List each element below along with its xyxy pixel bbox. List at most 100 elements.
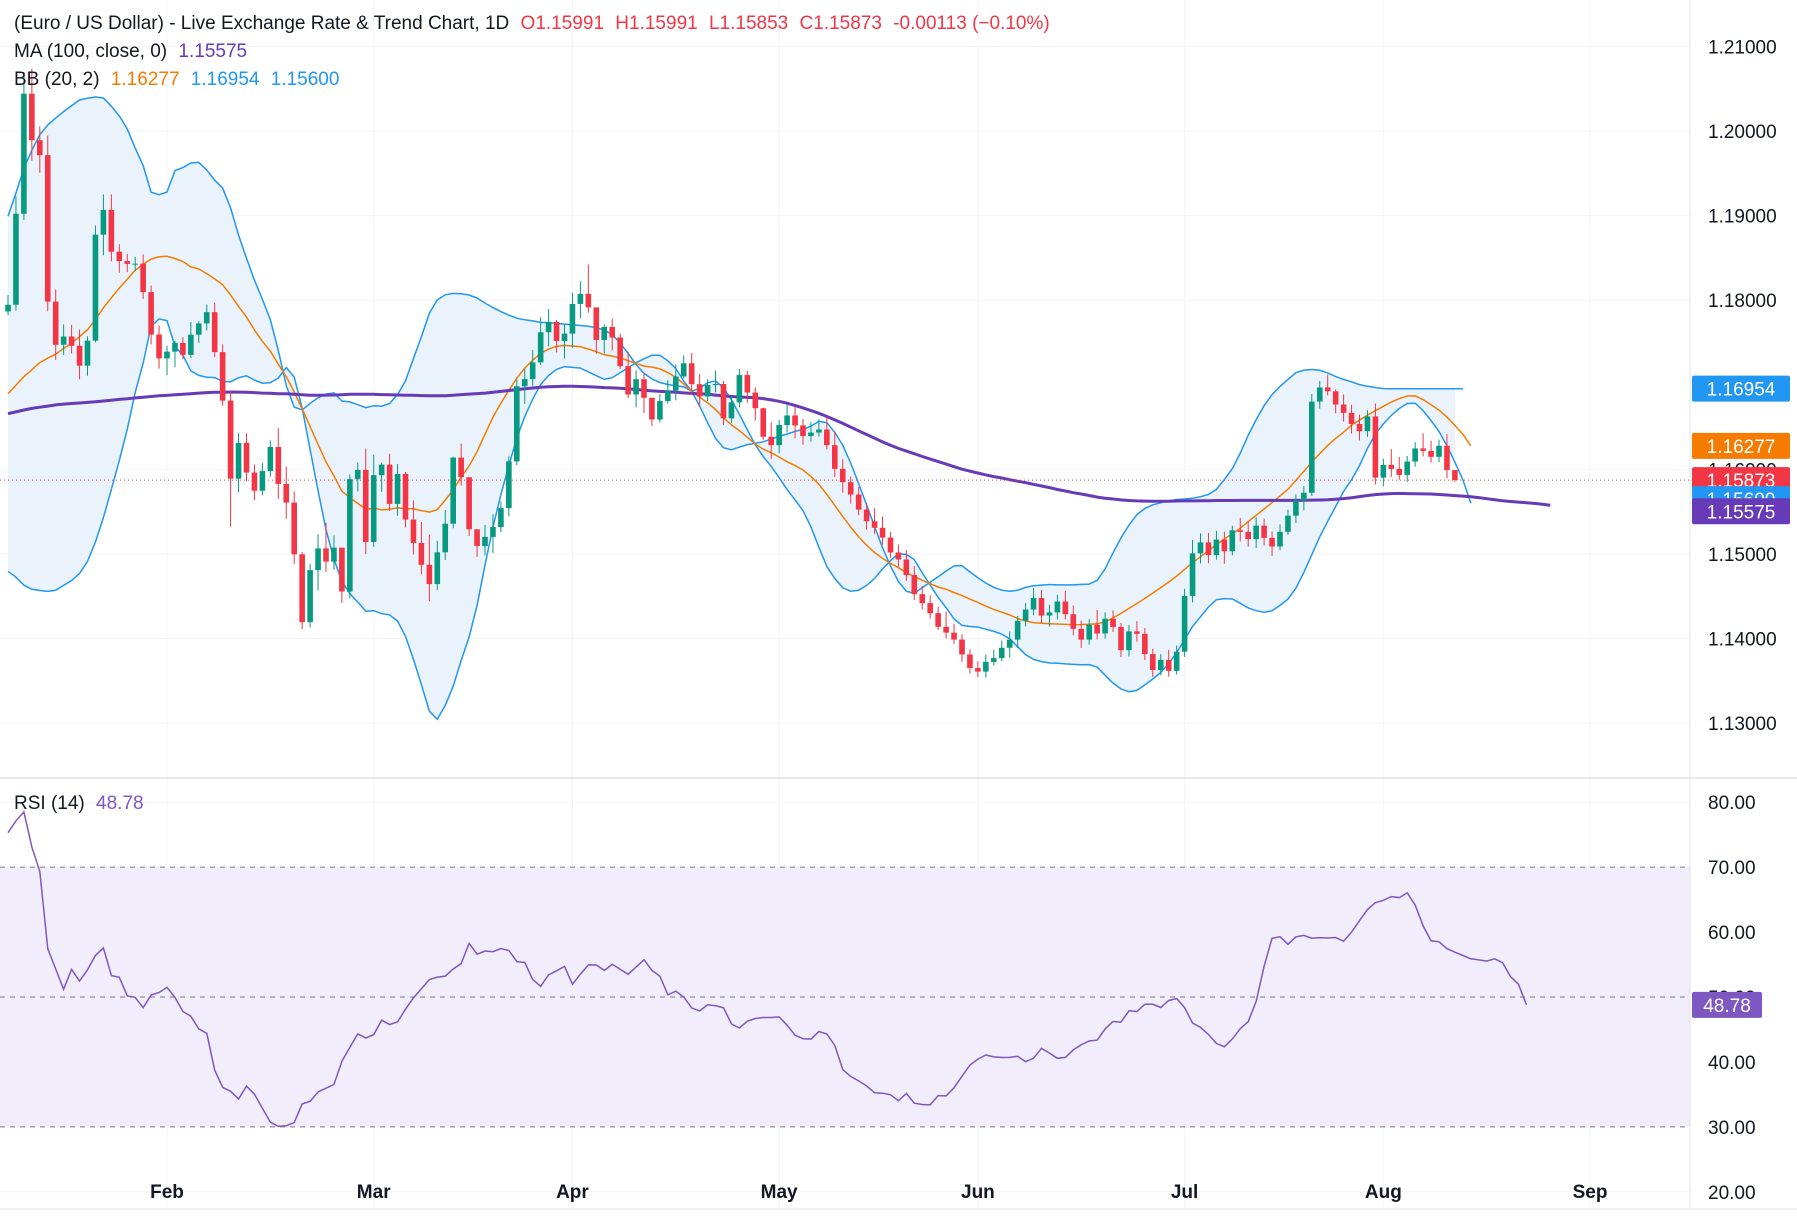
- candle-body: [76, 345, 83, 366]
- candle-body: [657, 401, 663, 420]
- candle-body: [148, 292, 154, 335]
- rsi-label: RSI (14): [14, 793, 85, 814]
- candle-body: [688, 363, 695, 385]
- candle-body: [251, 472, 258, 491]
- candle-body: [1134, 631, 1140, 634]
- candle-body: [1181, 595, 1188, 652]
- candle-body: [514, 386, 520, 462]
- candle-body: [720, 384, 727, 419]
- bb-lower-value: 1.15600: [270, 69, 340, 90]
- ma-label: MA (100, close, 0): [14, 41, 168, 62]
- candle-body: [1309, 401, 1315, 493]
- candle-body: [665, 390, 671, 402]
- candle-body: [1348, 412, 1355, 424]
- candle-body: [1094, 624, 1100, 634]
- candle-body: [100, 209, 107, 235]
- legend-bb-row: BB (20, 2) 1.16277 1.16954 1.15600: [14, 69, 345, 91]
- price-badge-label: 1.16954: [1707, 380, 1776, 401]
- candle-body: [1404, 461, 1410, 475]
- candle-body: [736, 375, 743, 403]
- candle-body: [402, 473, 409, 520]
- candle-body: [991, 658, 997, 662]
- candle-body: [116, 251, 123, 262]
- candle-body: [188, 334, 194, 355]
- candle-body: [1324, 387, 1331, 392]
- candle-body: [998, 647, 1005, 659]
- bollinger-upper-line: [7, 96, 1463, 595]
- price-badge-label: 1.16277: [1707, 437, 1776, 458]
- ma100-line: [7, 384, 1551, 507]
- candle-body: [394, 473, 401, 504]
- candle-body: [1388, 464, 1395, 469]
- candle-body: [1102, 618, 1108, 634]
- candle-body: [887, 537, 894, 553]
- candle-body: [1173, 651, 1180, 671]
- candle-body: [903, 559, 910, 576]
- candle-body: [1428, 450, 1434, 457]
- price-badge-label: 1.15575: [1707, 502, 1776, 523]
- candle-body: [1277, 531, 1283, 547]
- candle-body: [601, 327, 608, 340]
- candle-body: [1118, 627, 1124, 651]
- rsi-tick-label: 60.00: [1708, 923, 1756, 944]
- candle-body: [21, 93, 27, 214]
- candle-body: [680, 363, 687, 377]
- candle-body: [235, 442, 242, 479]
- candle-body: [1038, 598, 1045, 616]
- price-tick-label: 1.20000: [1708, 122, 1777, 143]
- candle-body: [609, 327, 615, 338]
- candle-body: [808, 432, 814, 437]
- candle-body: [712, 384, 719, 386]
- candle-body: [60, 336, 67, 345]
- price-tick-label: 1.19000: [1708, 207, 1777, 228]
- price-badge: [1692, 432, 1790, 459]
- candle-body: [1237, 530, 1244, 532]
- legend-rsi-row: RSI (14) 48.78: [14, 793, 150, 815]
- candle-body: [839, 468, 846, 483]
- candles: [5, 68, 1458, 678]
- candle-body: [927, 603, 933, 614]
- candle-body: [172, 342, 178, 352]
- candle-body: [339, 547, 345, 592]
- rsi-tick-label: 80.00: [1708, 793, 1756, 814]
- candle-body: [219, 352, 226, 401]
- candle-body: [585, 293, 592, 308]
- candle-body: [1372, 416, 1379, 478]
- candle-body: [434, 552, 441, 585]
- candle-body: [156, 334, 162, 359]
- candle-body: [132, 263, 138, 265]
- ohlc-change: -0.00113 (−0.10%): [893, 13, 1050, 34]
- bb-label: BB (20, 2): [14, 69, 100, 90]
- candle-body: [1261, 525, 1267, 538]
- candle-body: [13, 213, 19, 305]
- candle-body: [529, 362, 536, 380]
- candle-body: [521, 379, 528, 387]
- candle-body: [291, 502, 297, 555]
- price-badge: [1692, 498, 1790, 525]
- candle-body: [847, 482, 854, 495]
- candle-body: [458, 457, 464, 478]
- candle-body: [1165, 659, 1172, 671]
- candle-body: [124, 261, 131, 264]
- candle-body: [1356, 423, 1363, 432]
- candle-body: [1022, 609, 1029, 621]
- candle-body: [315, 548, 321, 571]
- candle-body: [347, 479, 353, 592]
- candle-body: [1364, 416, 1371, 432]
- time-axis-label: May: [761, 1182, 798, 1203]
- candle-body: [442, 523, 449, 553]
- rsi-badge: [1692, 991, 1762, 1018]
- candle-body: [975, 667, 981, 672]
- candle-body: [1142, 633, 1148, 655]
- rsi-line: [7, 810, 1528, 1128]
- candle-body: [545, 321, 552, 333]
- candle-body: [386, 464, 393, 504]
- candle-body: [474, 529, 480, 547]
- candle-body: [744, 375, 751, 393]
- candle-body: [1301, 492, 1307, 501]
- candle-body: [307, 570, 313, 623]
- candle-body: [943, 626, 949, 633]
